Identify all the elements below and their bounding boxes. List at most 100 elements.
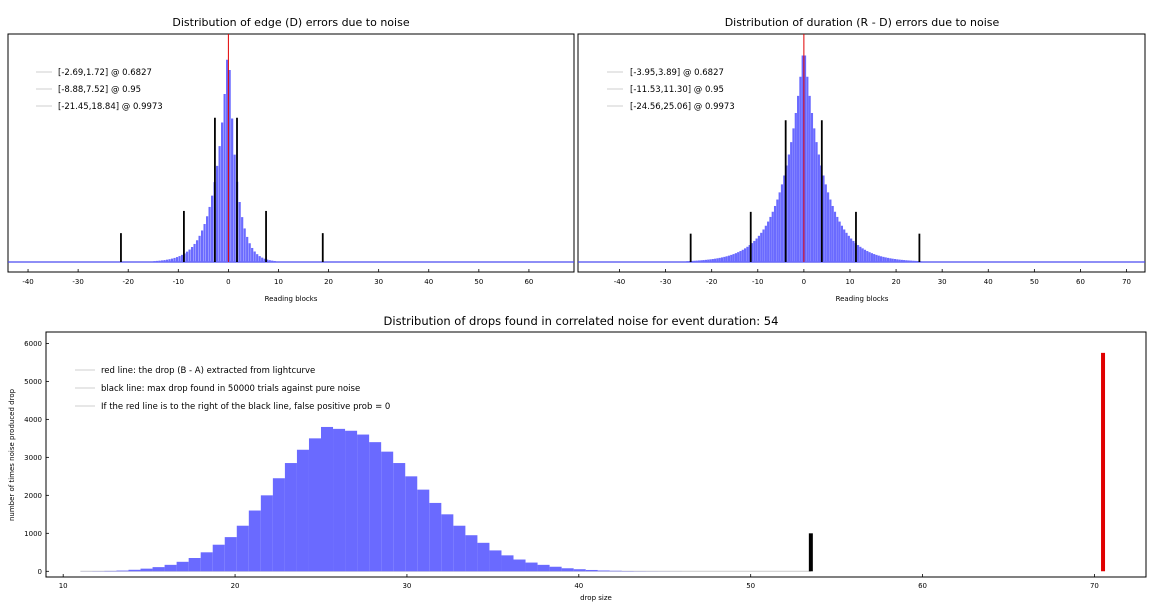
edge-x-tick-label: 40 — [424, 278, 433, 286]
drops-bar — [489, 550, 502, 572]
duration-histogram — [578, 55, 1145, 263]
drops-x-tick-label: 20 — [231, 582, 240, 590]
drops-y-tick-label: 3000 — [24, 454, 42, 462]
drops-bar — [308, 438, 321, 572]
drops-bar — [188, 558, 201, 572]
edge-x-tick-label: 20 — [324, 278, 333, 286]
drops-bar — [441, 514, 454, 572]
drops-bar — [573, 569, 586, 572]
edge-legend-2: [-8.88,7.52] @ 0.95 — [58, 85, 141, 95]
edge-x-axis-label: Reading blocks — [265, 295, 318, 303]
drops-bar — [381, 451, 394, 572]
drops-chart: Distribution of drops found in correlate… — [8, 314, 1147, 602]
drops-bar — [333, 428, 346, 572]
duration-x-tick-label: -20 — [706, 278, 717, 286]
duration-x-tick-label: 40 — [984, 278, 993, 286]
drops-bar — [248, 510, 261, 572]
edge-error-chart: Distribution of edge (D) errors due to n… — [7, 16, 575, 303]
edge-legend: [-2.69,1.72] @ 0.6827 [-8.88,7.52] @ 0.9… — [36, 68, 163, 112]
drops-legend: red line: the drop (B - A) extracted fro… — [75, 366, 390, 412]
drops-y-tick-label: 5000 — [24, 378, 42, 386]
drops-y-ticks: 0 1000 2000 3000 4000 5000 6000 — [24, 340, 49, 576]
duration-x-tick-label: 30 — [938, 278, 947, 286]
drops-bar — [453, 525, 466, 572]
drops-bar — [597, 570, 610, 572]
duration-x-tick-label: -40 — [614, 278, 625, 286]
edge-legend-1: [-2.69,1.72] @ 0.6827 — [58, 68, 152, 78]
drops-marker-lines — [808, 352, 1106, 572]
drops-bar — [393, 463, 406, 572]
edge-x-tick-label: 60 — [524, 278, 533, 286]
edge-x-tick-label: -20 — [122, 278, 133, 286]
edge-x-tick-label: 50 — [474, 278, 483, 286]
duration-x-tick-label: -30 — [660, 278, 671, 286]
drops-bar — [369, 442, 382, 572]
drops-bar — [260, 495, 273, 572]
edge-interval-markers — [120, 34, 324, 262]
drops-y-tick-label: 4000 — [24, 416, 42, 424]
drops-x-tick-label: 30 — [402, 582, 411, 590]
drops-x-tick-label: 70 — [1090, 582, 1099, 590]
duration-interval-markers — [689, 34, 921, 262]
drops-bar — [236, 525, 249, 572]
duration-x-tick-label: 60 — [1076, 278, 1085, 286]
drops-bar — [200, 552, 213, 572]
drops-bar — [477, 542, 490, 572]
edge-chart-frame — [7, 33, 575, 273]
drops-histogram — [80, 426, 811, 572]
drops-bar — [513, 559, 526, 572]
drops-y-tick-label: 6000 — [24, 340, 42, 348]
drops-legend-1: red line: the drop (B - A) extracted fro… — [101, 366, 315, 376]
drops-x-tick-label: 50 — [746, 582, 755, 590]
duration-chart-title: Distribution of duration (R - D) errors … — [725, 16, 1000, 29]
edge-x-tick-label: 30 — [374, 278, 383, 286]
drops-x-ticks: 10 20 30 40 50 60 70 — [59, 574, 1099, 590]
duration-x-tick-label: 0 — [802, 278, 806, 286]
duration-x-tick-label: 50 — [1030, 278, 1039, 286]
duration-legend: [-3.95,3.89] @ 0.6827 [-11.53,11.30] @ 0… — [607, 68, 735, 112]
duration-x-tick-label: -10 — [752, 278, 763, 286]
drops-bar — [176, 561, 189, 572]
drops-bar — [405, 476, 418, 572]
drops-bar — [357, 434, 370, 572]
drops-bar — [164, 564, 177, 572]
drops-bar — [140, 568, 153, 572]
duration-x-ticks: -40 -30 -20 -10 0 10 20 30 40 50 60 70 — [614, 269, 1131, 286]
drops-bar — [345, 430, 358, 572]
duration-x-tick-label: 20 — [892, 278, 901, 286]
drops-bar — [585, 569, 598, 572]
drops-x-tick-label: 40 — [574, 582, 583, 590]
drops-bar — [525, 562, 538, 572]
drops-y-tick-label: 1000 — [24, 530, 42, 538]
edge-histogram — [8, 59, 574, 263]
duration-legend-3: [-24.56,25.06] @ 0.9973 — [630, 102, 735, 112]
drops-chart-frame — [45, 331, 1147, 578]
drops-bar — [465, 535, 478, 572]
drops-x-tick-label: 60 — [918, 582, 927, 590]
drops-legend-2: black line: max drop found in 50000 tria… — [101, 384, 360, 394]
duration-error-chart: Distribution of duration (R - D) errors … — [577, 16, 1146, 303]
duration-legend-1: [-3.95,3.89] @ 0.6827 — [630, 68, 724, 78]
drops-bar — [272, 478, 285, 572]
drops-bar — [296, 449, 309, 572]
duration-chart-frame — [577, 33, 1146, 273]
drops-bar — [429, 502, 442, 572]
edge-chart-title: Distribution of edge (D) errors due to n… — [172, 16, 409, 29]
drops-y-tick-label: 0 — [38, 568, 42, 576]
drops-bar — [561, 568, 574, 572]
duration-legend-2: [-11.53,11.30] @ 0.95 — [630, 85, 724, 95]
drops-bar — [212, 544, 225, 572]
drops-bar — [128, 569, 141, 572]
drops-bar — [224, 537, 237, 572]
drops-bar — [116, 570, 129, 572]
drops-legend-3: If the red line is to the right of the b… — [101, 402, 390, 412]
drops-bar — [501, 555, 514, 572]
drops-bar — [321, 426, 334, 572]
edge-x-tick-label: 10 — [274, 278, 283, 286]
drops-bar — [284, 463, 297, 572]
edge-legend-3: [-21.45,18.84] @ 0.9973 — [58, 102, 163, 112]
drops-bar — [417, 489, 430, 572]
edge-x-tick-label: -40 — [22, 278, 33, 286]
edge-x-tick-label: -10 — [173, 278, 184, 286]
